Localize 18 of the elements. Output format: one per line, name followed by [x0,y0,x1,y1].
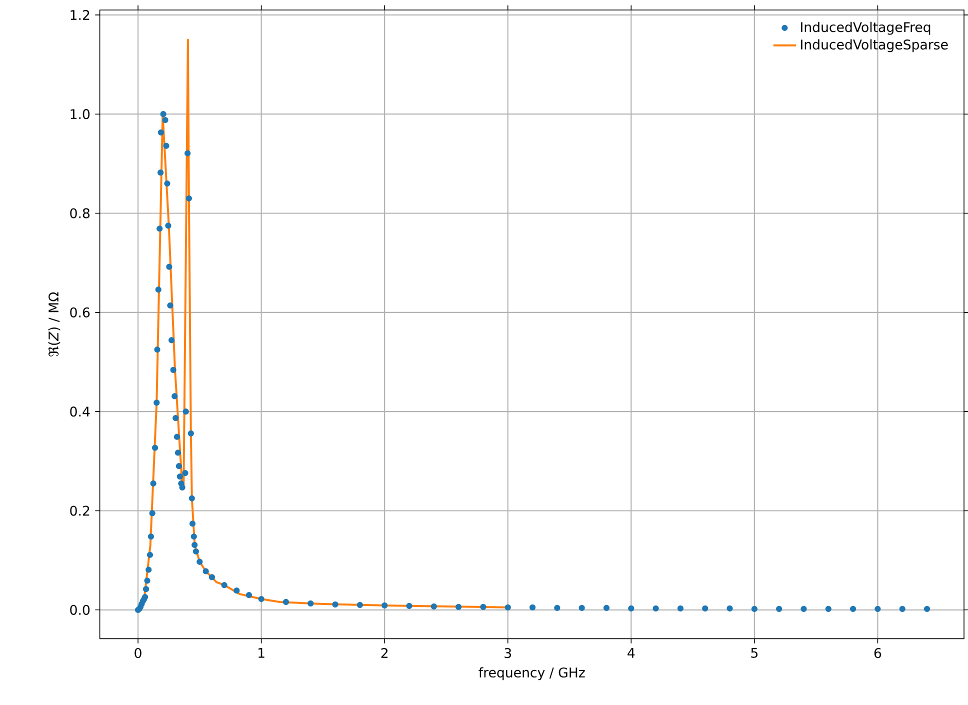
y-tick-label: 0.8 [70,208,90,219]
x-tick-label: 5 [751,648,758,658]
y-tick-label: 0.2 [70,506,90,516]
x-tick-label: 2 [381,648,388,658]
y-tick-label: 0.0 [70,605,90,616]
y-tick-label: 1.2 [70,10,90,20]
x-tick-label: 6 [874,648,882,658]
y-axis-title: ℜ(Z) / MΩ [48,292,60,357]
legend-label: InducedVoltageFreq [801,22,930,35]
x-tick-label: 0 [134,648,142,658]
x-tick-label: 4 [628,648,635,658]
y-tick-label: 0.4 [70,406,90,417]
y-tick-label: 0.6 [70,308,90,318]
x-tick-label: 3 [504,648,512,658]
x-axis-title: frequency / GHz [478,667,585,680]
x-tick-label: 1 [258,648,264,658]
legend-label: InducedVoltageSparse [801,39,948,52]
y-tick-label: 1.0 [70,109,90,120]
